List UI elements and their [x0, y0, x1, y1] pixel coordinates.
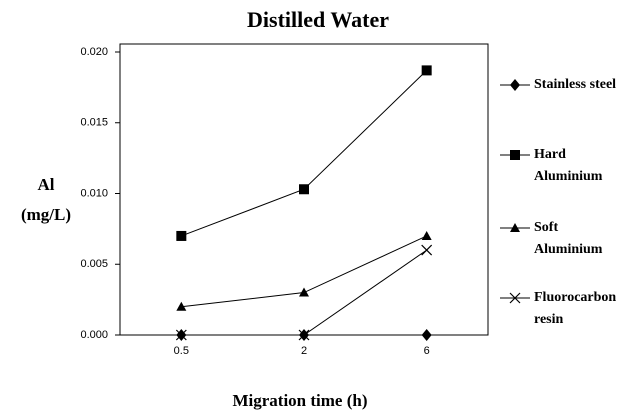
x-tick-label: 0.5 — [174, 345, 189, 357]
legend-marker — [510, 79, 520, 91]
marker — [176, 301, 187, 311]
x-tick-label: 6 — [424, 345, 430, 357]
y-tick-label: 0.005 — [80, 258, 108, 270]
marker — [299, 184, 309, 195]
marker — [421, 230, 432, 240]
legend-marker — [510, 150, 520, 160]
legend-marker — [509, 292, 521, 304]
chart-title: Distilled Water — [247, 7, 389, 32]
y-tick-label: 0.010 — [80, 187, 108, 199]
marker — [298, 329, 310, 341]
legend-label: Fluorocarbon resin — [534, 290, 617, 327]
y-tick-label: 0.000 — [80, 329, 108, 341]
y-tick-label: 0.020 — [80, 46, 108, 58]
marker — [175, 329, 187, 341]
marker — [176, 230, 187, 241]
y-axis-title: Al (mg/L) — [20, 175, 72, 224]
marker — [421, 329, 432, 341]
legend-label: Soft Aluminium — [534, 220, 603, 257]
marker — [421, 244, 433, 256]
x-tick-label: 2 — [301, 345, 307, 357]
marker — [299, 287, 309, 297]
series-line — [181, 70, 428, 237]
y-tick-label: 0.015 — [80, 117, 108, 129]
marker — [421, 65, 432, 76]
legend-marker — [510, 223, 520, 232]
legend-label: Stainless steel — [534, 77, 617, 92]
legend-label: Hard Aluminium — [534, 147, 603, 184]
x-axis-title: Migration time (h) — [232, 391, 367, 410]
